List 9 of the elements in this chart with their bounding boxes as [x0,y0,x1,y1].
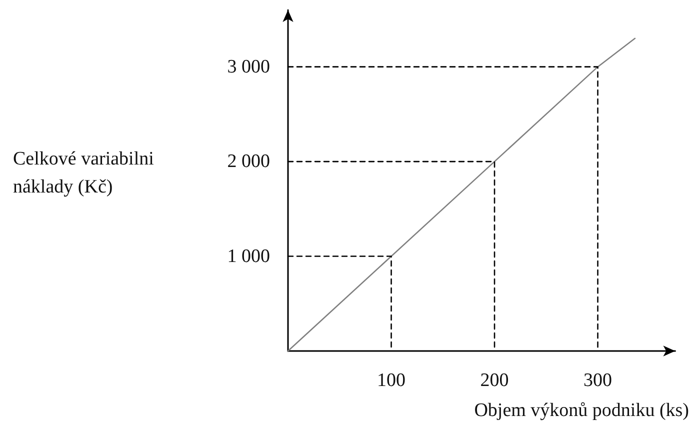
y-tick-label: 2 000 [227,151,270,172]
y-axis-title: Celkové variabilni náklady (Kč) [13,148,159,198]
x-tick-label: 100 [377,370,406,391]
line-series [287,38,636,352]
x-tick-label: 300 [584,370,612,391]
y-tick-label: 3 000 [227,56,270,78]
y-tick-label: 1 000 [227,246,270,267]
x-axis-title: Objem výkonů podniku (ks) [474,400,690,421]
x-tick-label: 200 [480,370,509,391]
